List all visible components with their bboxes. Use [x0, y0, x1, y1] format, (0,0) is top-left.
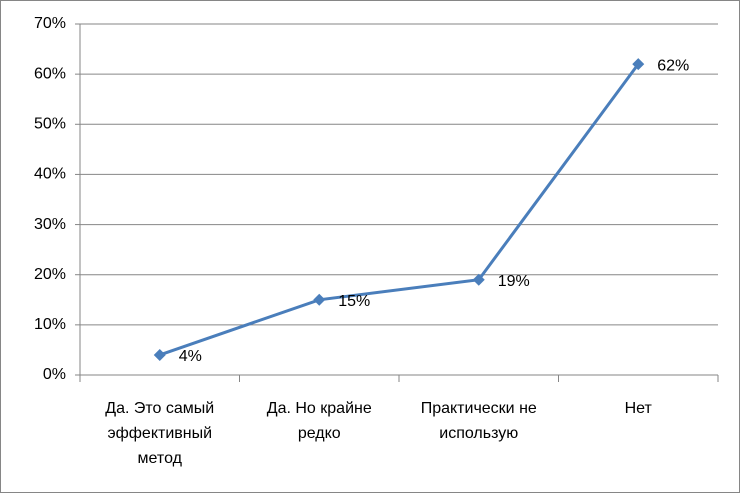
marker [153, 348, 166, 361]
marker [632, 58, 645, 71]
y-tick-label: 70% [34, 15, 66, 32]
marker [313, 293, 326, 306]
line [159, 63, 640, 357]
y-tick-label: 40% [34, 166, 66, 183]
x-tick-label: Да. Это самый эффективный метод [105, 400, 215, 467]
data-label: 19% [498, 273, 530, 290]
x-tick-label: Практически не использую [420, 400, 537, 442]
y-tick-label: 20% [34, 266, 66, 283]
data-label: 4% [179, 348, 202, 365]
x-tick-label: Нет [624, 400, 652, 417]
data-label: 62% [657, 57, 689, 74]
y-tick-label: 10% [34, 316, 66, 333]
y-tick-label: 0% [43, 366, 66, 383]
y-tick-label: 50% [34, 116, 66, 133]
data-label: 15% [338, 293, 370, 310]
y-tick-label: 60% [34, 65, 66, 82]
marker [472, 273, 485, 286]
x-tick-label: Да. Но крайне редко [266, 400, 372, 442]
y-tick-label: 30% [34, 216, 66, 233]
